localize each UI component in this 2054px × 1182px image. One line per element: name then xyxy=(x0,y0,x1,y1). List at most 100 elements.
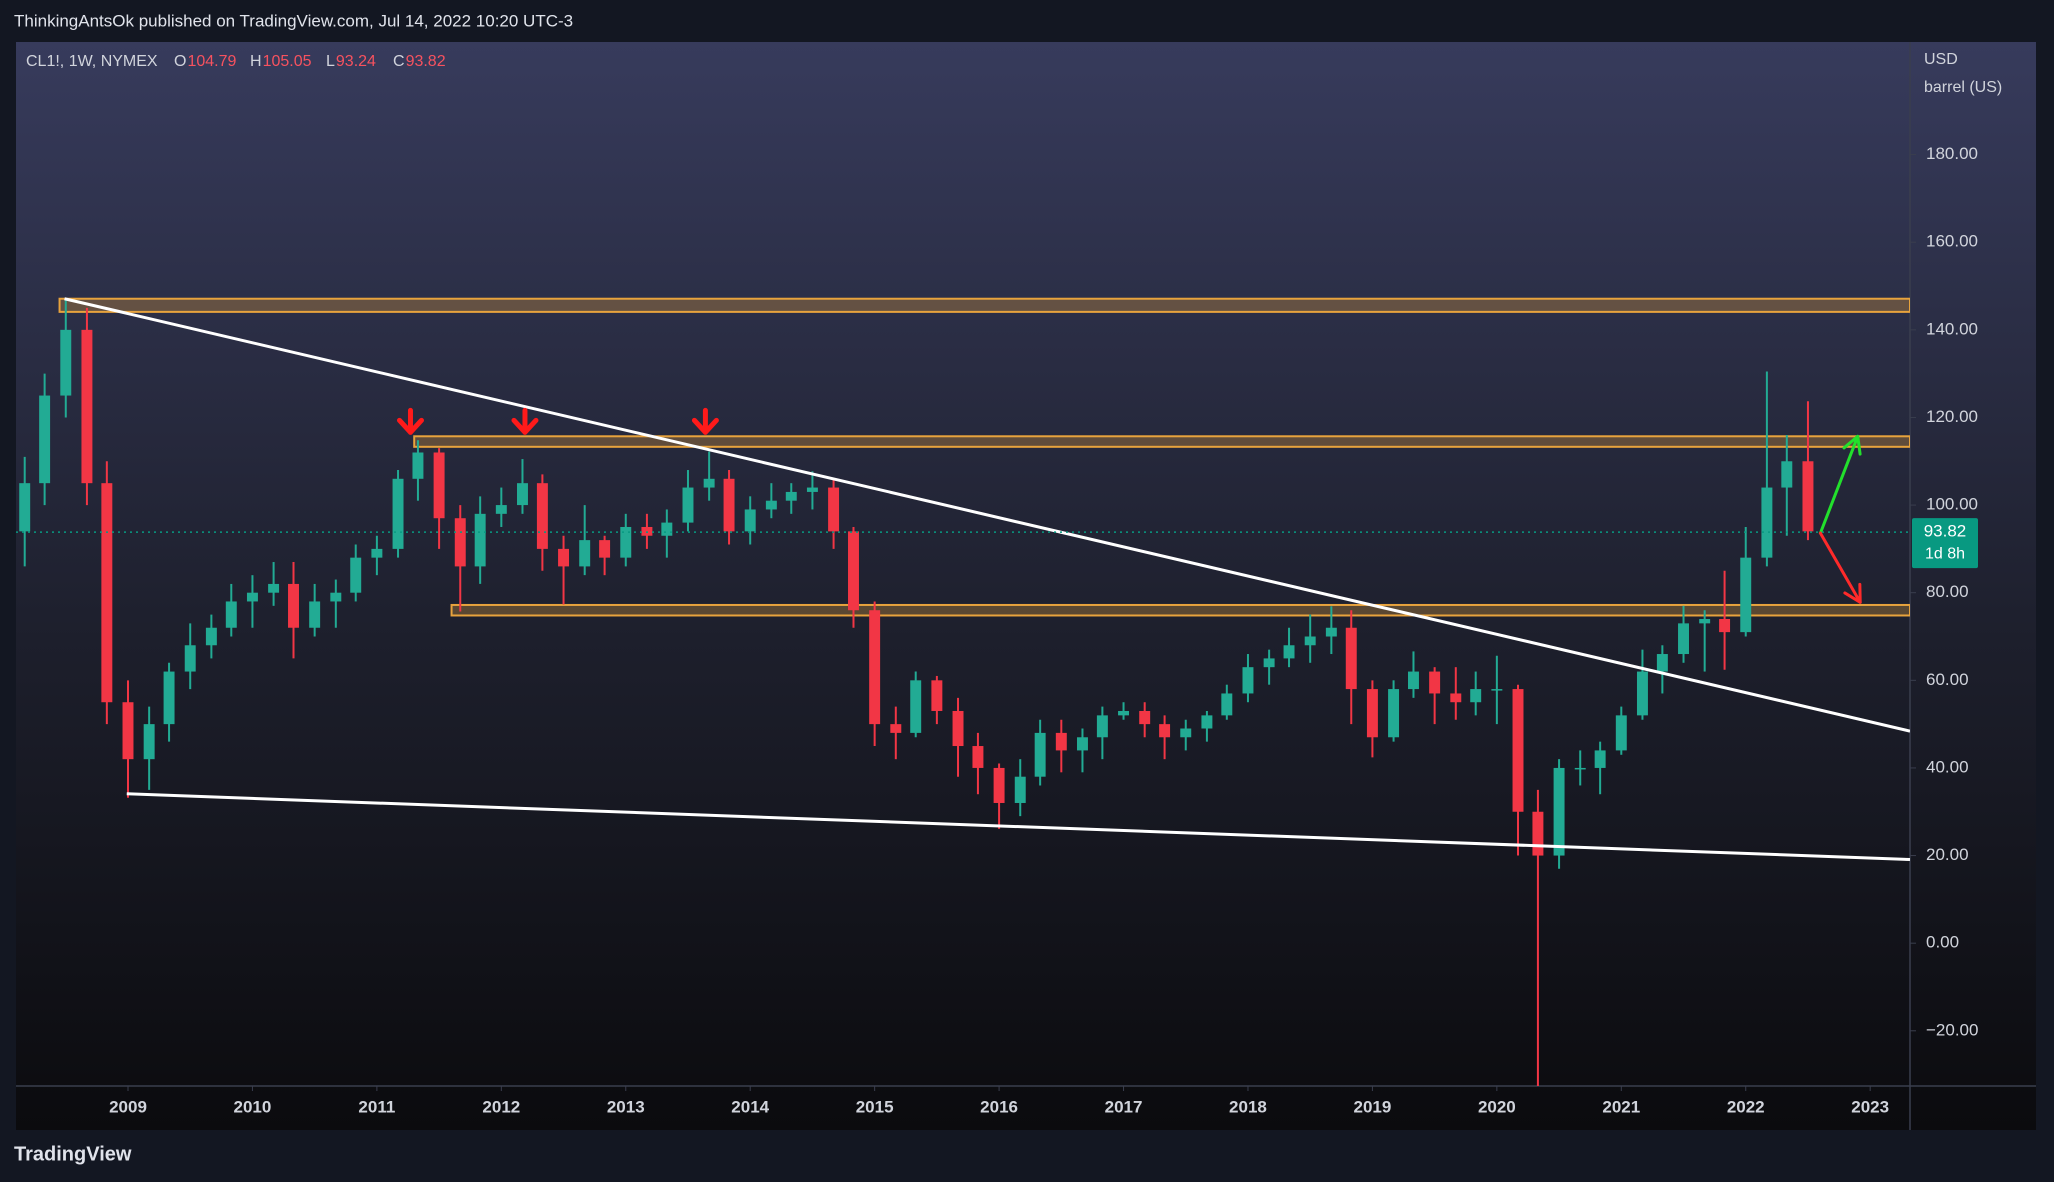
candle-body xyxy=(599,540,611,558)
candle-body xyxy=(474,513,486,567)
x-tick-label: 2017 xyxy=(1105,1097,1143,1116)
trendline xyxy=(64,297,1910,733)
x-tick-label: 2015 xyxy=(856,1097,894,1116)
candle-body xyxy=(806,487,818,492)
y-tick-label: −20.00 xyxy=(1926,1020,1978,1039)
candle-body xyxy=(1574,767,1586,770)
candle-body xyxy=(723,478,735,532)
candle-body xyxy=(848,531,859,611)
candle-body xyxy=(641,526,653,536)
resistance-arrow xyxy=(511,407,539,435)
zone xyxy=(413,435,1910,448)
candle-body xyxy=(1450,693,1462,703)
candle-body xyxy=(1678,623,1689,655)
x-tick-label: 2012 xyxy=(482,1097,520,1116)
candle-body xyxy=(558,548,570,567)
candle-body xyxy=(1429,671,1441,694)
y-tick-label: 40.00 xyxy=(1926,757,1969,776)
candle-body xyxy=(1408,671,1419,690)
candle-body xyxy=(1263,658,1275,668)
chart-pane xyxy=(16,42,2036,1130)
price-tag-value: 93.82 xyxy=(1924,522,1967,541)
x-tick-label: 2010 xyxy=(234,1097,272,1116)
candle-body xyxy=(1180,728,1192,738)
candle-body xyxy=(1118,710,1130,716)
candle-body xyxy=(744,509,756,532)
ohlc-value: 105.05 xyxy=(263,53,312,70)
resistance-arrow xyxy=(691,407,719,435)
candle-body xyxy=(1388,689,1400,738)
candle-body xyxy=(246,592,258,602)
candle-body xyxy=(765,500,777,510)
ohlc-key: L xyxy=(326,53,335,70)
candle-body xyxy=(1283,645,1295,659)
candle-body xyxy=(1740,557,1752,633)
unit: barrel (US) xyxy=(1924,79,2002,96)
x-tick-label: 2009 xyxy=(109,1097,147,1116)
candle-body xyxy=(890,724,902,733)
candle-body xyxy=(682,487,694,523)
ohlc-key: O xyxy=(174,53,186,70)
y-tick-label: 120.00 xyxy=(1926,407,1978,426)
candle-body xyxy=(330,592,342,602)
candle-body xyxy=(1491,689,1503,691)
y-tick-label: 0.00 xyxy=(1926,933,1959,952)
candle-body xyxy=(184,645,196,672)
candle-body xyxy=(1761,487,1773,558)
candle-body xyxy=(1699,618,1711,624)
candle-body xyxy=(1470,689,1482,703)
candle-body xyxy=(1656,654,1668,672)
candle-body xyxy=(101,483,113,703)
x-tick-label: 2011 xyxy=(358,1097,395,1116)
y-tick-label: 140.00 xyxy=(1926,319,1978,338)
symbol: CL1!, 1W, NYMEX xyxy=(26,53,158,70)
x-tick-label: 2023 xyxy=(1851,1097,1889,1116)
candle-body xyxy=(1034,732,1046,777)
candle-body xyxy=(288,583,299,628)
y-tick-label: 160.00 xyxy=(1926,232,1978,251)
candle-body xyxy=(536,483,548,549)
candle-body xyxy=(392,478,404,549)
candle-body xyxy=(1096,715,1108,738)
candle-body xyxy=(785,491,797,501)
candle-body xyxy=(1325,627,1337,637)
y-tick-label: 80.00 xyxy=(1926,582,1969,601)
x-tick-label: 2016 xyxy=(980,1097,1018,1116)
y-tick-label: 100.00 xyxy=(1926,495,1978,514)
publisher: ThinkingAntsOk published on TradingView.… xyxy=(14,11,573,30)
x-tick-label: 2020 xyxy=(1478,1097,1516,1116)
x-tick-label: 2022 xyxy=(1727,1097,1765,1116)
candle-body xyxy=(143,724,155,760)
candle-body xyxy=(1512,689,1524,812)
candle-body xyxy=(19,483,31,532)
brand[interactable]: TradingView xyxy=(14,1143,132,1165)
y-tick-label: 20.00 xyxy=(1926,845,1969,864)
ohlc-key: C xyxy=(393,53,405,70)
candle-body xyxy=(1159,724,1171,738)
candle-body xyxy=(60,329,72,396)
candle-body xyxy=(931,680,943,711)
plot-area xyxy=(19,297,1910,1086)
projection-arrow xyxy=(1818,531,1862,604)
y-tick-label: 180.00 xyxy=(1926,144,1978,163)
candle-body xyxy=(1345,627,1357,690)
candle-body xyxy=(1719,618,1731,633)
candle-body xyxy=(412,452,424,479)
candle-body xyxy=(1055,732,1067,751)
candle-body xyxy=(1304,636,1316,646)
candle-body xyxy=(1802,461,1814,532)
candle-body xyxy=(1221,693,1233,716)
candle-body xyxy=(1615,715,1627,751)
candle-body xyxy=(910,680,922,733)
ohlc-value: 93.24 xyxy=(336,53,376,70)
zone xyxy=(450,603,1910,617)
candle-body xyxy=(1553,767,1565,856)
candle-body xyxy=(225,601,237,628)
price-tag xyxy=(1912,518,1978,569)
candle-body xyxy=(205,627,217,646)
x-tick-label: 2018 xyxy=(1229,1097,1267,1116)
price-tag-countdown: 1d 8h xyxy=(1925,545,1965,562)
x-tick-label: 2021 xyxy=(1602,1097,1640,1116)
x-tick-label: 2013 xyxy=(607,1097,645,1116)
